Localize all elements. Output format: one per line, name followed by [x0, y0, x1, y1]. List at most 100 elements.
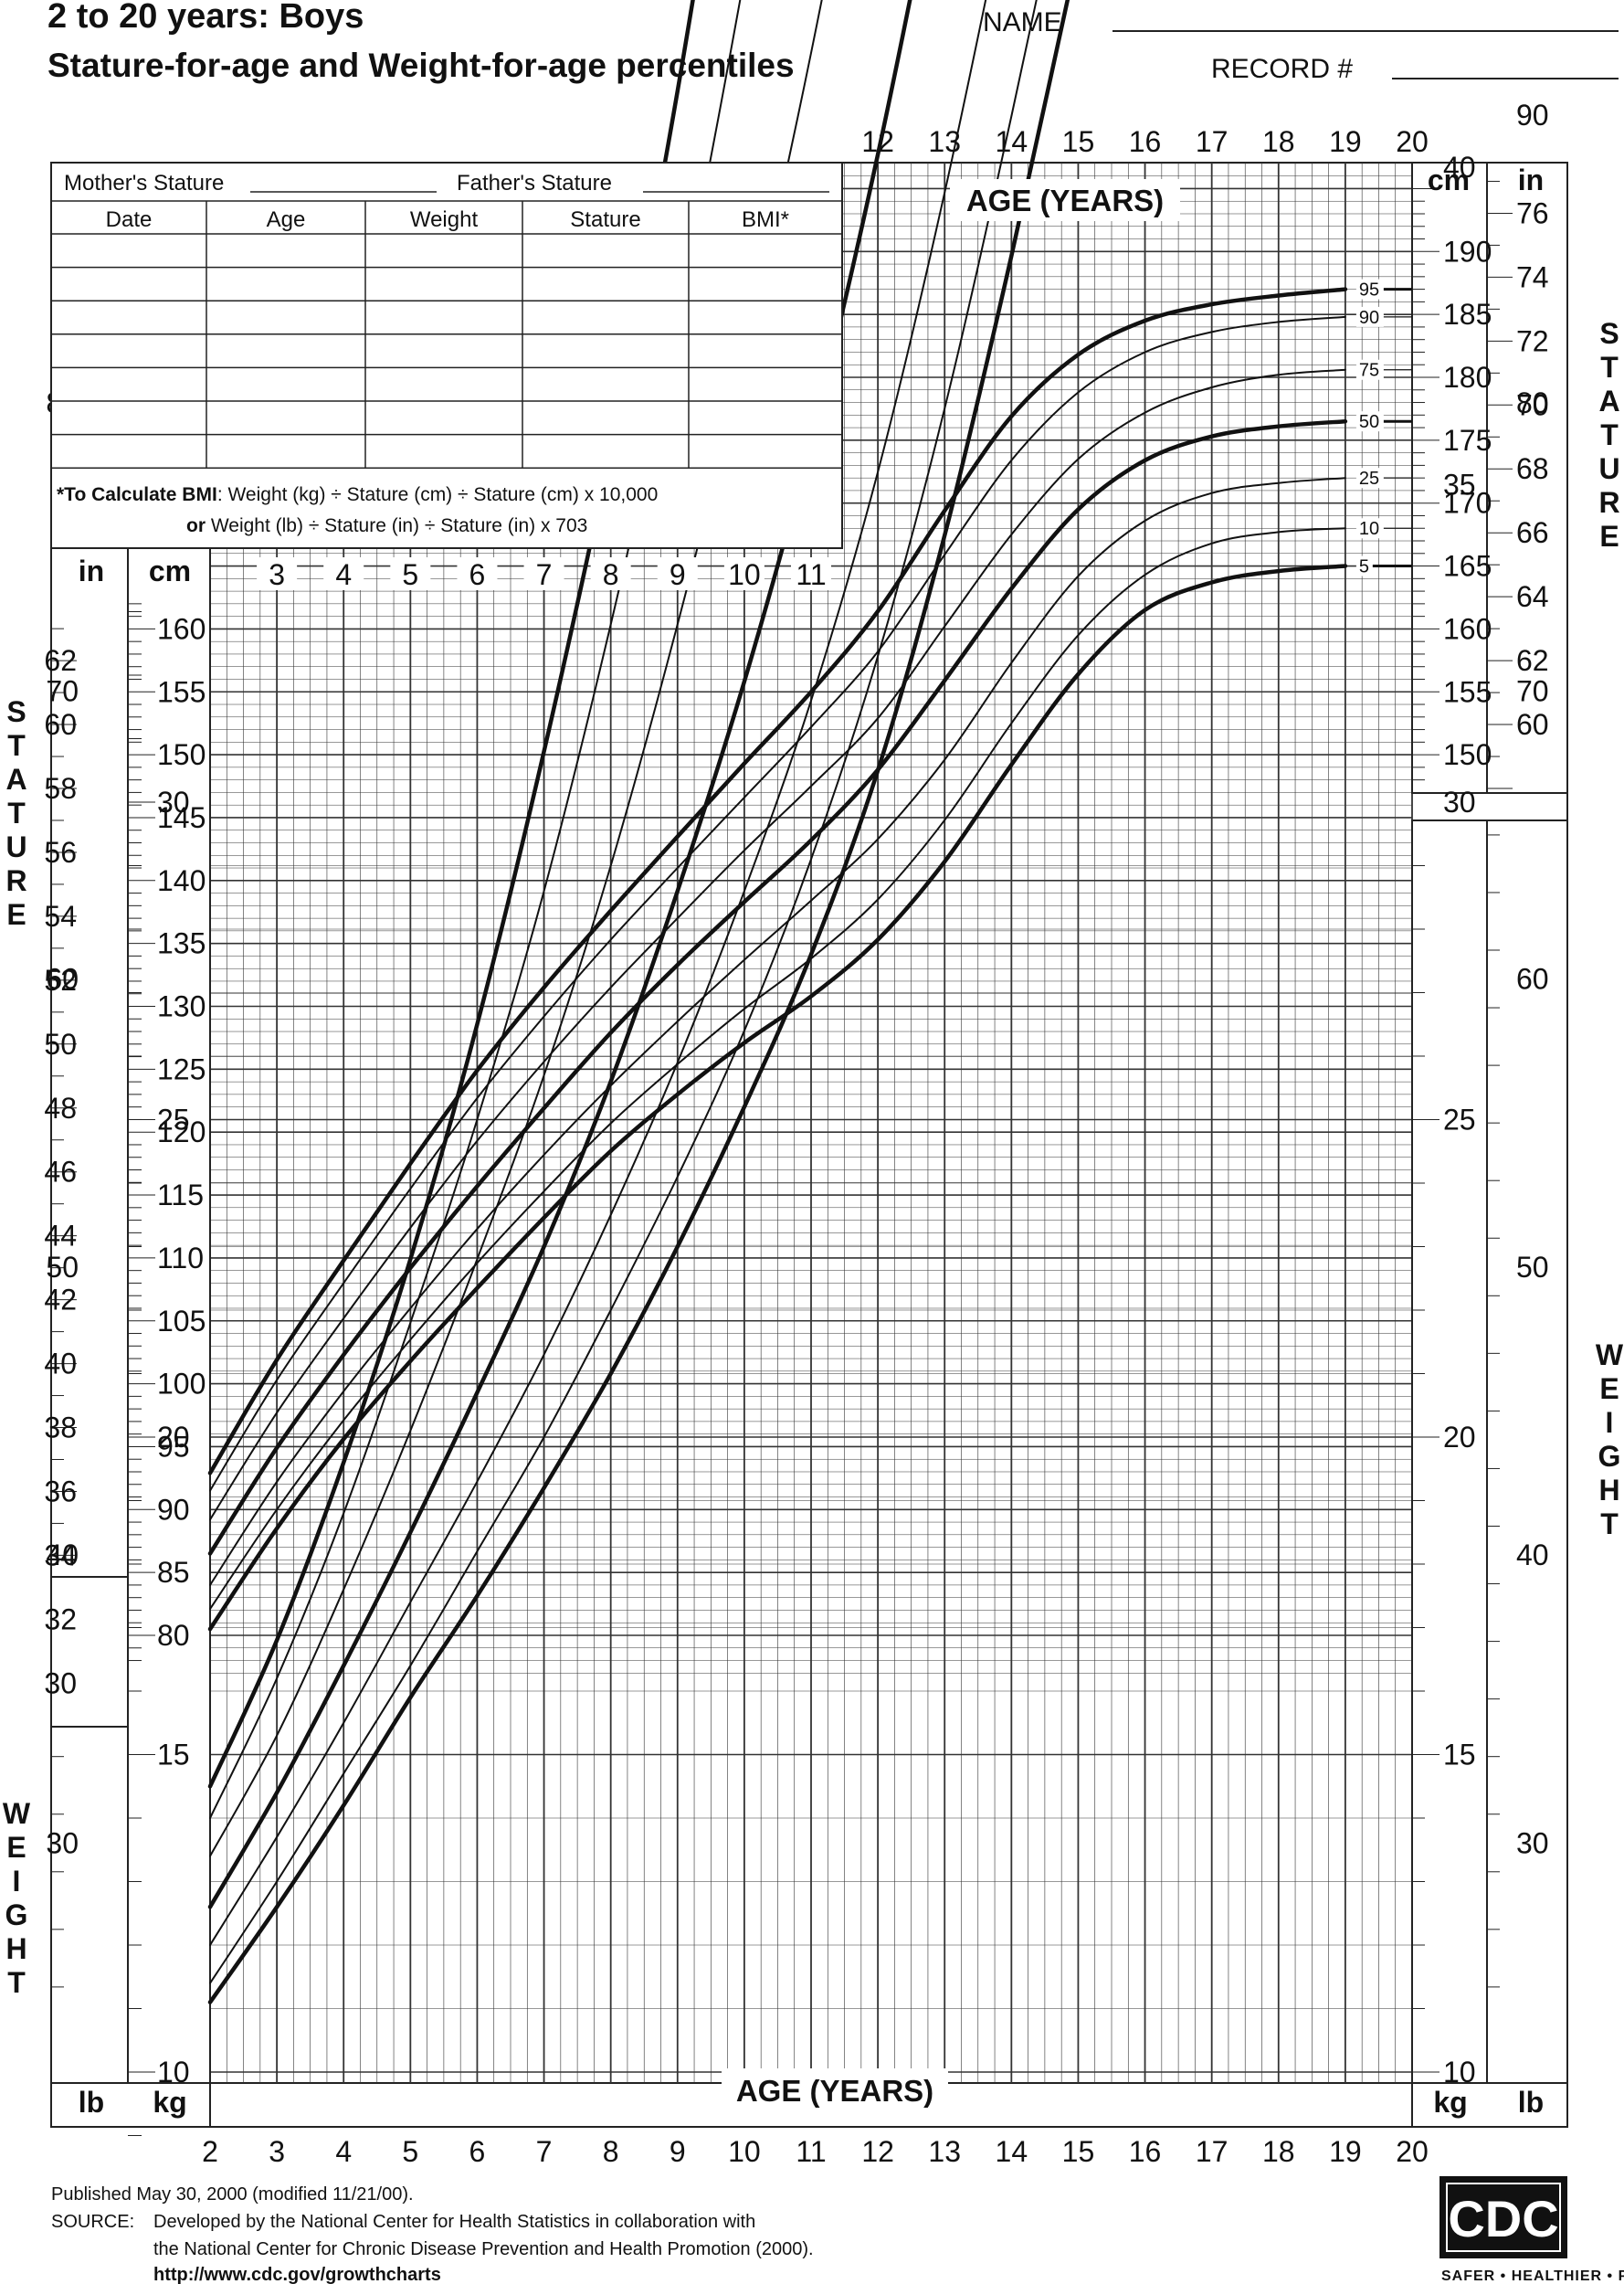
stature-cm-tick-label: 150	[157, 738, 206, 771]
left-unit-box	[50, 2082, 211, 2128]
age-inner-label-bg	[590, 557, 631, 590]
age-tick-label-inner: 4	[335, 558, 352, 591]
weight-lb-tick-label: 30	[46, 1826, 79, 1859]
age-tick-label-bottom: 18	[1262, 2135, 1295, 2168]
stature-in-tick-label: 48	[44, 1092, 77, 1125]
stature-axis-label-right-letter: T	[1600, 351, 1619, 384]
stature-cm-tick-label: 175	[1443, 424, 1492, 457]
weight-lb-tick-label: 70	[1516, 674, 1549, 707]
age-tick-label-top: 17	[1196, 125, 1229, 158]
age-tick-label-inner: 8	[603, 558, 619, 591]
stature-axis-label-left-letter: T	[7, 797, 26, 830]
stature-in-tick-label: 60	[44, 708, 77, 741]
age-tick-label-bottom: 3	[269, 2135, 285, 2168]
stature-in-tick-label: 46	[44, 1156, 77, 1189]
stature-curve-p5	[207, 564, 1348, 1632]
record-table: Mother's Stature Father's Stature Date Ag…	[50, 162, 843, 549]
weight-kg-tick-label: 20	[1443, 1421, 1476, 1454]
weight-lb-tick-label: 60	[46, 963, 79, 996]
stature-in-tick-label: 70	[1516, 388, 1549, 421]
bmi-note-1: *To Calculate BMI: Weight (kg) ÷ Stature…	[57, 484, 658, 505]
age-tick-label-top: 20	[1396, 125, 1429, 158]
cdc-tagline: SAFER • HEALTHIER • PEOPLE™	[1441, 2268, 1624, 2284]
chart-title: 2 to 20 years: Boys	[47, 0, 364, 36]
stature-percentile-label-50: 50	[1359, 412, 1379, 432]
age-tick-label-bottom: 16	[1129, 2135, 1162, 2168]
stature-cm-tick-label: 185	[1443, 298, 1492, 331]
stature-in-tick-label: 72	[1516, 324, 1549, 357]
weight-axis-label-left-letter: H	[5, 1932, 26, 1965]
weight-axis-label-left-letter: W	[3, 1797, 31, 1830]
stature-in-tick-label: 32	[44, 1602, 77, 1635]
stature-cm-tick-label: 100	[157, 1368, 206, 1401]
weight-axis-label-right-letter: I	[1606, 1406, 1614, 1439]
weight-lb-tick-label: 40	[46, 1539, 79, 1571]
stature-in-tick-label: 62	[1516, 644, 1549, 677]
unit-lb-left: lb	[79, 2086, 104, 2119]
stature-cm-tick-label: 90	[157, 1493, 190, 1526]
stature-cm-tick-label: 155	[1443, 675, 1492, 708]
stature-in-tick-label: 54	[44, 900, 77, 933]
stature-cm-tick-label: 120	[157, 1116, 206, 1148]
weight-kg-tick-label: 20	[157, 1421, 190, 1454]
right-kg-column	[1411, 819, 1488, 2084]
age-tick-label-bottom: 10	[728, 2135, 761, 2168]
weight-lb-tick-label: 70	[46, 674, 79, 707]
age-inner-label-bg	[523, 557, 564, 590]
weight-kg-tick-label: 25	[157, 1104, 190, 1137]
stature-axis-label-right-letter: U	[1598, 452, 1619, 485]
weight-curve-p95	[207, 0, 695, 1789]
bmi-note-bold: *To Calculate BMI	[57, 484, 217, 505]
stature-in-tick-label: 42	[44, 1284, 77, 1316]
table-col-header-bmi: BMI*	[742, 207, 789, 232]
stature-in-tick-label: 64	[1516, 580, 1549, 613]
bmi-note-2: or Weight (lb) ÷ Stature (in) ÷ Stature …	[186, 515, 587, 536]
stature-cm-tick-label: 80	[157, 1619, 190, 1652]
mother-stature-label: Mother's Stature	[64, 171, 224, 196]
left-lb-column	[50, 1726, 129, 2084]
stature-in-tick-label: 36	[44, 1475, 77, 1507]
weight-axis-label-right-letter: W	[1596, 1338, 1624, 1371]
age-tick-label-bottom: 14	[996, 2135, 1028, 2168]
weight-lb-tick-label: 40	[1516, 1539, 1549, 1571]
age-tick-label-top: 15	[1062, 125, 1095, 158]
age-inner-label-bg	[723, 557, 765, 590]
age-tick-label-inner: 7	[536, 558, 553, 591]
age-tick-label-bottom: 20	[1396, 2135, 1429, 2168]
unit-cm-left: cm	[149, 555, 191, 587]
weight-lb-tick-label: 30	[1516, 1826, 1549, 1859]
stature-percentile-label-95: 95	[1359, 280, 1379, 301]
stature-in-tick-label: 68	[1516, 452, 1549, 485]
cdc-logo-text: CDC	[1448, 2190, 1558, 2247]
weight-curve-p75	[209, 0, 823, 1857]
stature-axis-label-left-letter: S	[6, 695, 26, 728]
age-tick-label-top: 16	[1129, 125, 1162, 158]
stature-in-tick-label: 52	[44, 964, 77, 997]
stature-curve-p75	[209, 368, 1346, 1521]
age-tick-label-inner: 9	[670, 558, 686, 591]
stature-label-bg	[1355, 468, 1384, 489]
age-tick-label-bottom: 13	[928, 2135, 961, 2168]
age-tick-label-bottom: 6	[469, 2135, 486, 2168]
stature-in-tick-label: 76	[1516, 196, 1549, 229]
weight-kg-tick-label: 10	[157, 2056, 190, 2088]
x-axis-title-bottom: AGE (YEARS)	[736, 2074, 933, 2108]
age-tick-label-bottom: 12	[861, 2135, 894, 2168]
x-axis-title-top: AGE (YEARS)	[966, 184, 1164, 217]
age-inner-label-bg	[657, 557, 698, 590]
footer-url[interactable]: http://www.cdc.gov/growthcharts	[153, 2265, 441, 2284]
unit-kg-right: kg	[1433, 2086, 1467, 2119]
weight-kg-tick-label: 40	[1443, 151, 1476, 184]
stature-cm-tick-label: 190	[1443, 235, 1492, 268]
age-tick-label-inner: 11	[796, 558, 826, 591]
stature-cm-tick-label: 105	[157, 1305, 206, 1338]
age-tick-label-bottom: 11	[796, 2135, 826, 2168]
stature-percentile-label-5: 5	[1359, 557, 1369, 577]
weight-axis-label-right-letter: H	[1598, 1474, 1619, 1507]
footer-source-line-2: the National Center for Chronic Disease …	[153, 2239, 814, 2259]
age-tick-label-bottom: 17	[1196, 2135, 1229, 2168]
stature-cm-tick-label: 165	[1443, 550, 1492, 583]
stature-cm-tick-label: 135	[157, 927, 206, 960]
